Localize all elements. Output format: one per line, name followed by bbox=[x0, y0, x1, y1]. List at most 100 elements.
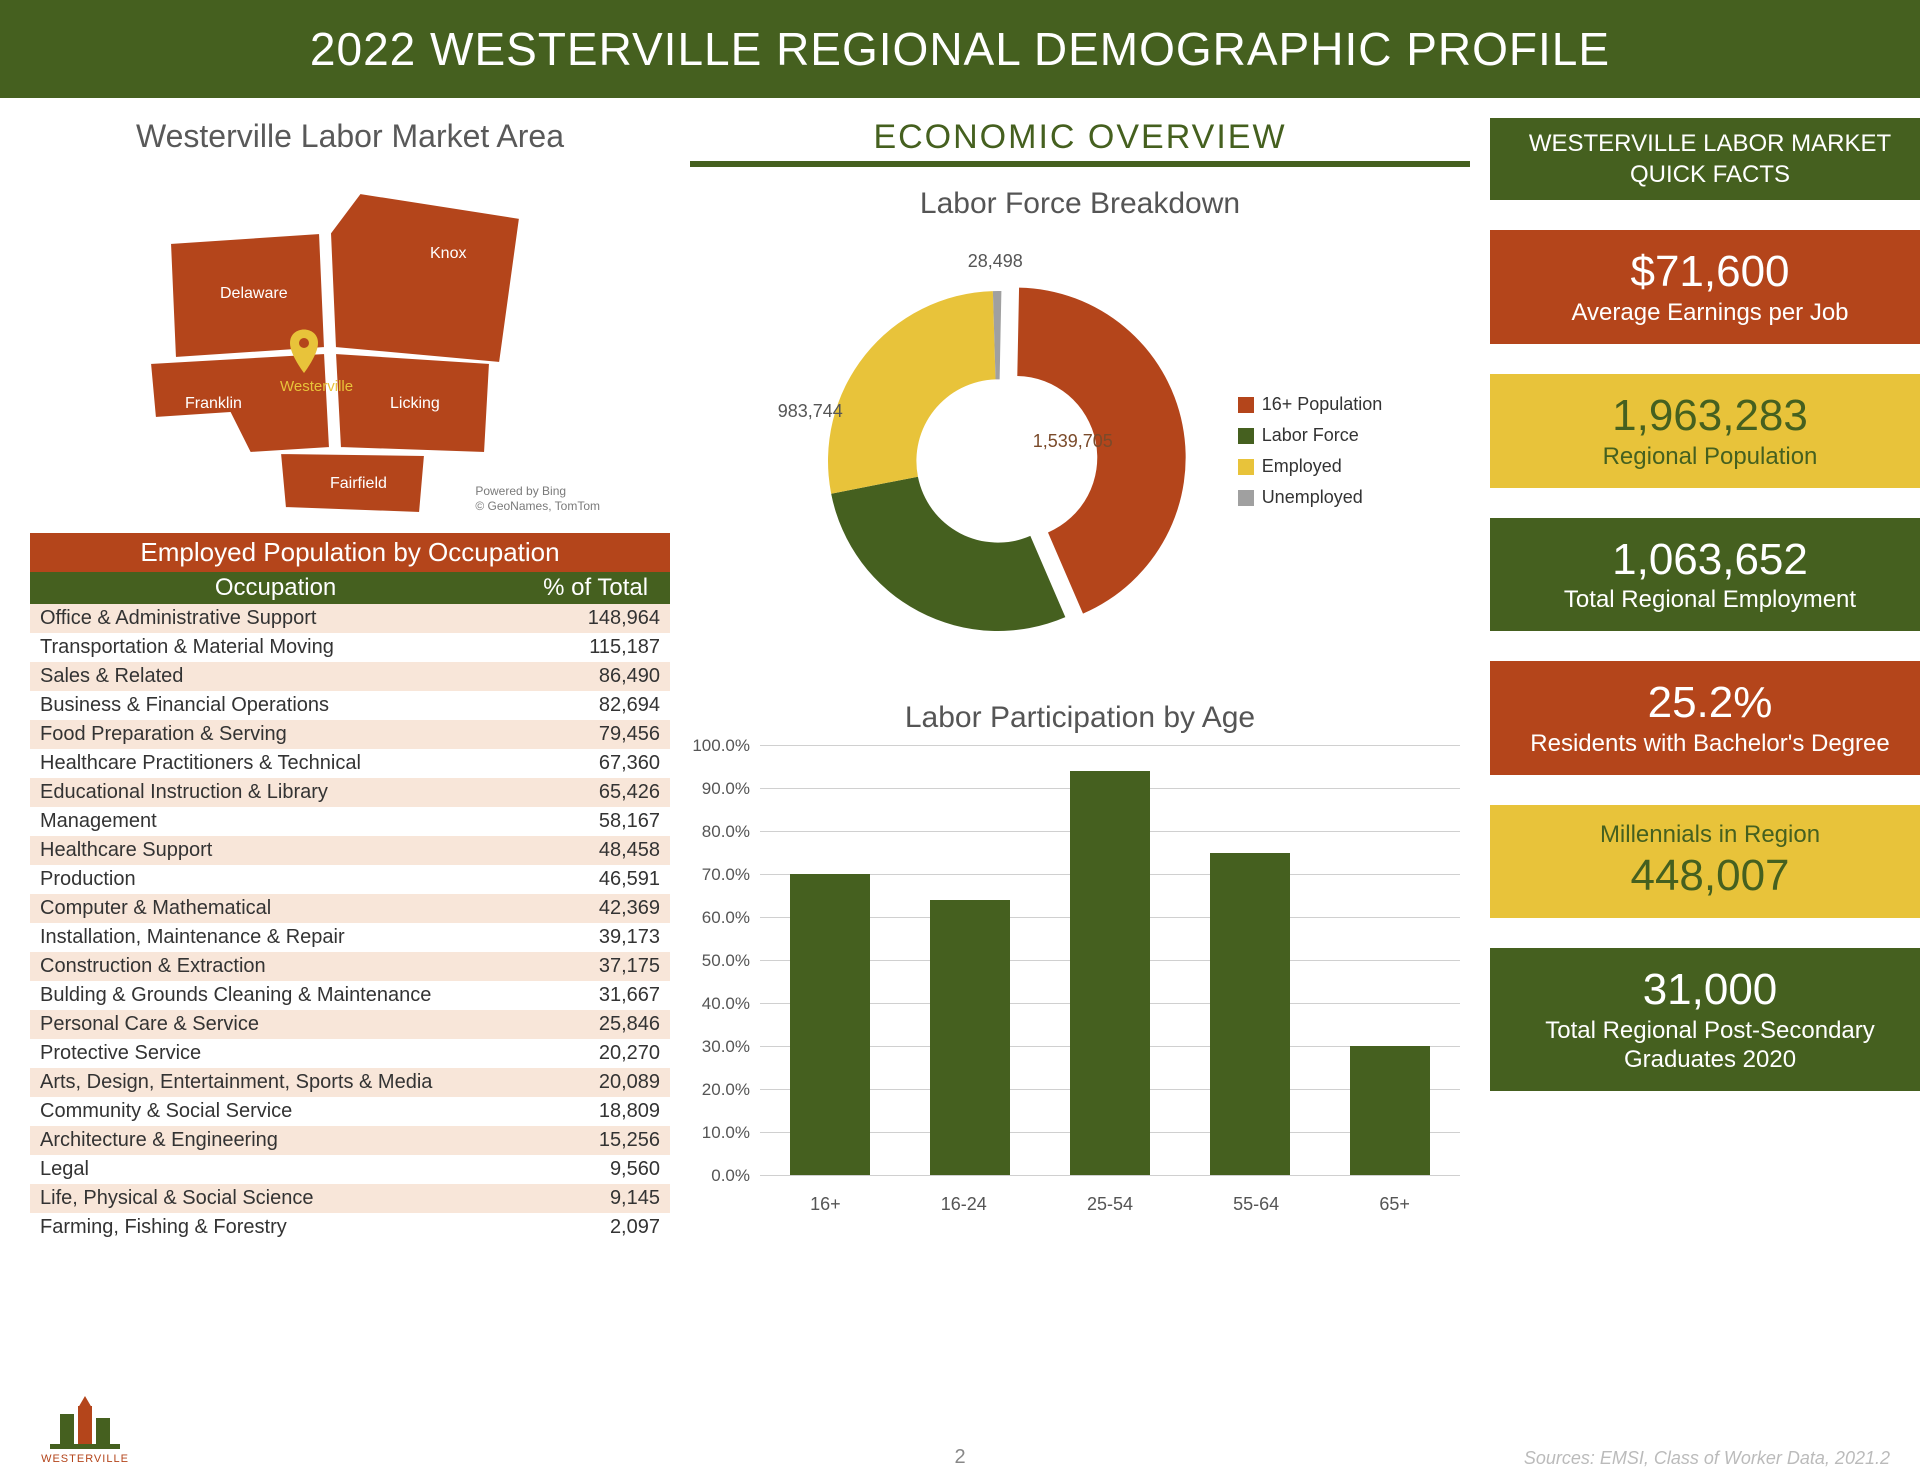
fact-value: 1,963,283 bbox=[1500, 390, 1920, 443]
table-title-row: Employed Population by Occupation bbox=[30, 533, 670, 572]
bar bbox=[1350, 1046, 1430, 1175]
occupation-value: 48,458 bbox=[521, 836, 670, 865]
fact-value: 1,063,652 bbox=[1500, 534, 1920, 587]
occupation-value: 46,591 bbox=[521, 865, 670, 894]
fact-card: 25.2%Residents with Bachelor's Degree bbox=[1490, 661, 1920, 775]
y-axis-label: 70.0% bbox=[690, 865, 750, 885]
source-note: Sources: EMSI, Class of Worker Data, 202… bbox=[1524, 1448, 1890, 1469]
legend-item: 16+ Population bbox=[1238, 394, 1383, 415]
legend-swatch bbox=[1238, 428, 1254, 444]
legend-item: Labor Force bbox=[1238, 425, 1383, 446]
y-axis-label: 20.0% bbox=[690, 1080, 750, 1100]
table-row: Office & Administrative Support148,964 bbox=[30, 604, 670, 633]
county-knox bbox=[330, 193, 520, 363]
occupation-name: Community & Social Service bbox=[30, 1097, 521, 1126]
fact-card: 1,963,283Regional Population bbox=[1490, 374, 1920, 488]
x-axis-label: 16+ bbox=[810, 1194, 841, 1215]
fact-card: $71,600Average Earnings per Job bbox=[1490, 230, 1920, 344]
col-header: Occupation bbox=[30, 572, 521, 604]
donut-value-label: 1,539,705 bbox=[1033, 431, 1113, 452]
occupation-value: 79,456 bbox=[521, 720, 670, 749]
occupation-name: Bulding & Grounds Cleaning & Maintenance bbox=[30, 981, 521, 1010]
occupation-name: Business & Financial Operations bbox=[30, 691, 521, 720]
fact-label: Total Regional Employment bbox=[1500, 586, 1920, 615]
y-axis-label: 80.0% bbox=[690, 822, 750, 842]
x-axis-label: 55-64 bbox=[1233, 1194, 1279, 1215]
table-row: Healthcare Practitioners & Technical67,3… bbox=[30, 749, 670, 778]
bar-chart: 0.0%10.0%20.0%30.0%40.0%50.0%60.0%70.0%8… bbox=[690, 745, 1470, 1215]
fact-label: Millennials in Region bbox=[1500, 821, 1920, 850]
occupation-name: Healthcare Practitioners & Technical bbox=[30, 749, 521, 778]
county-label: Licking bbox=[390, 395, 440, 412]
map-svg: Delaware Knox Licking Franklin Fairfield… bbox=[90, 163, 610, 523]
x-axis-label: 16-24 bbox=[941, 1194, 987, 1215]
bar-chart-title: Labor Participation by Age bbox=[690, 701, 1470, 735]
facts-header: WESTERVILLE LABOR MARKET QUICK FACTS bbox=[1490, 118, 1920, 200]
map-credit: Powered by Bing © GeoNames, TomTom bbox=[475, 484, 600, 513]
occupation-name: Food Preparation & Serving bbox=[30, 720, 521, 749]
fact-value: 448,007 bbox=[1500, 850, 1920, 903]
legend-item: Unemployed bbox=[1238, 487, 1383, 508]
legend-swatch bbox=[1238, 397, 1254, 413]
y-axis-label: 60.0% bbox=[690, 908, 750, 928]
occupation-value: 15,256 bbox=[521, 1126, 670, 1155]
occupation-name: Healthcare Support bbox=[30, 836, 521, 865]
x-axis-label: 25-54 bbox=[1087, 1194, 1133, 1215]
col-header: % of Total bbox=[521, 572, 670, 604]
y-axis-label: 30.0% bbox=[690, 1037, 750, 1057]
occupation-name: Legal bbox=[30, 1155, 521, 1184]
table-row: Educational Instruction & Library65,426 bbox=[30, 778, 670, 807]
right-column: WESTERVILLE LABOR MARKET QUICK FACTS $71… bbox=[1490, 118, 1920, 1242]
economic-overview-title: ECONOMIC OVERVIEW bbox=[690, 118, 1470, 167]
table-row: Transportation & Material Moving115,187 bbox=[30, 633, 670, 662]
occupation-value: 148,964 bbox=[521, 604, 670, 633]
county-label: Franklin bbox=[185, 395, 242, 412]
occupation-value: 9,560 bbox=[521, 1155, 670, 1184]
map-title: Westerville Labor Market Area bbox=[30, 118, 670, 155]
grid-line: 0.0% bbox=[760, 1175, 1460, 1176]
occupation-name: Personal Care & Service bbox=[30, 1010, 521, 1039]
table-row: Healthcare Support48,458 bbox=[30, 836, 670, 865]
occupation-name: Protective Service bbox=[30, 1039, 521, 1068]
occupation-value: 2,097 bbox=[521, 1213, 670, 1242]
occupation-value: 20,270 bbox=[521, 1039, 670, 1068]
county-map: Delaware Knox Licking Franklin Fairfield… bbox=[90, 163, 610, 523]
y-axis-label: 100.0% bbox=[690, 736, 750, 756]
table-row: Construction & Extraction37,175 bbox=[30, 952, 670, 981]
table-row: Legal9,560 bbox=[30, 1155, 670, 1184]
center-column: ECONOMIC OVERVIEW Labor Force Breakdown … bbox=[690, 118, 1470, 1242]
city-label: Westerville bbox=[280, 378, 353, 395]
legend-label: 16+ Population bbox=[1262, 394, 1383, 415]
left-column: Westerville Labor Market Area Delaware K… bbox=[30, 118, 670, 1242]
page-title: 2022 WESTERVILLE REGIONAL DEMOGRAPHIC PR… bbox=[310, 23, 1610, 75]
fact-value: 25.2% bbox=[1500, 677, 1920, 730]
bar bbox=[790, 874, 870, 1175]
legend-label: Unemployed bbox=[1262, 487, 1363, 508]
donut-value-label: 28,498 bbox=[968, 251, 1023, 272]
donut-legend: 16+ Population Labor Force Employed Unemplo… bbox=[1238, 384, 1383, 518]
page-number: 2 bbox=[954, 1446, 965, 1469]
occupation-value: 86,490 bbox=[521, 662, 670, 691]
fact-label: Average Earnings per Job bbox=[1500, 299, 1920, 328]
occupation-value: 65,426 bbox=[521, 778, 670, 807]
fact-card: 1,063,652Total Regional Employment bbox=[1490, 518, 1920, 632]
table-row: Community & Social Service18,809 bbox=[30, 1097, 670, 1126]
legend-item: Employed bbox=[1238, 456, 1383, 477]
x-axis-labels: 16+16-2425-5455-6465+ bbox=[760, 1194, 1460, 1215]
occupation-name: Farming, Fishing & Forestry bbox=[30, 1213, 521, 1242]
svg-text:WESTERVILLE: WESTERVILLE bbox=[41, 1453, 129, 1465]
table-row: Production46,591 bbox=[30, 865, 670, 894]
table-header-row: Occupation % of Total bbox=[30, 572, 670, 604]
table-row: Personal Care & Service25,846 bbox=[30, 1010, 670, 1039]
fact-label: Residents with Bachelor's Degree bbox=[1500, 730, 1920, 759]
table-row: Sales & Related86,490 bbox=[30, 662, 670, 691]
occupation-name: Management bbox=[30, 807, 521, 836]
occupation-name: Computer & Mathematical bbox=[30, 894, 521, 923]
occupation-value: 82,694 bbox=[521, 691, 670, 720]
bar bbox=[1210, 853, 1290, 1176]
occupation-value: 58,167 bbox=[521, 807, 670, 836]
fact-card: 31,000Total Regional Post-Secondary Grad… bbox=[1490, 948, 1920, 1090]
donut-chart-area: 28,498983,7441,539,705 16+ PopulationLab… bbox=[690, 231, 1470, 671]
occupation-value: 18,809 bbox=[521, 1097, 670, 1126]
legend-label: Labor Force bbox=[1262, 425, 1359, 446]
